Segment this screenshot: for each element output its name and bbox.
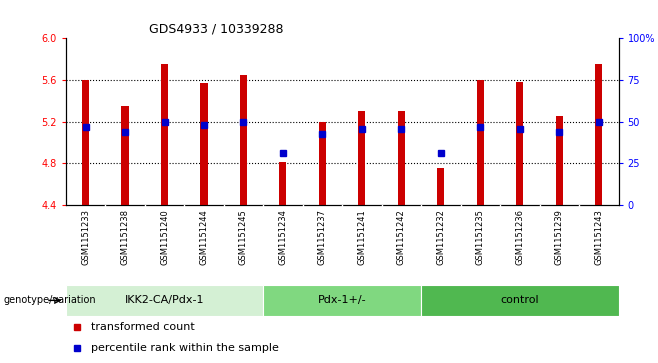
Text: IKK2-CA/Pdx-1: IKK2-CA/Pdx-1 [125,295,204,305]
Bar [398,111,405,205]
Text: control: control [501,295,539,305]
Bar [280,162,286,205]
Text: GSM1151239: GSM1151239 [555,209,564,265]
Text: Pdx-1+/-: Pdx-1+/- [318,295,367,305]
Bar [359,111,365,205]
Bar [556,117,563,205]
Text: GDS4933 / 10339288: GDS4933 / 10339288 [149,23,283,36]
Text: transformed count: transformed count [91,322,194,332]
Bar [161,64,168,205]
Bar [201,83,207,205]
Text: GSM1151233: GSM1151233 [81,209,90,265]
Text: GSM1151244: GSM1151244 [199,209,209,265]
Text: GSM1151238: GSM1151238 [120,209,130,265]
Text: GSM1151240: GSM1151240 [160,209,169,265]
Text: GSM1151235: GSM1151235 [476,209,485,265]
Bar [421,285,619,316]
Text: GSM1151237: GSM1151237 [318,209,327,265]
Bar [263,285,421,316]
Text: GSM1151243: GSM1151243 [594,209,603,265]
Bar [438,168,444,205]
Text: genotype/variation: genotype/variation [3,295,96,305]
Text: GSM1151245: GSM1151245 [239,209,248,265]
Text: GSM1151236: GSM1151236 [515,209,524,265]
Text: percentile rank within the sample: percentile rank within the sample [91,343,278,354]
Bar [595,64,602,205]
Bar [240,75,247,205]
Bar [122,106,128,205]
Text: GSM1151234: GSM1151234 [278,209,288,265]
Text: GSM1151241: GSM1151241 [357,209,367,265]
Bar [517,82,523,205]
Bar [319,122,326,205]
Text: GSM1151242: GSM1151242 [397,209,406,265]
Bar [477,80,484,205]
Text: GSM1151232: GSM1151232 [436,209,445,265]
Bar [66,285,263,316]
Bar [82,80,89,205]
